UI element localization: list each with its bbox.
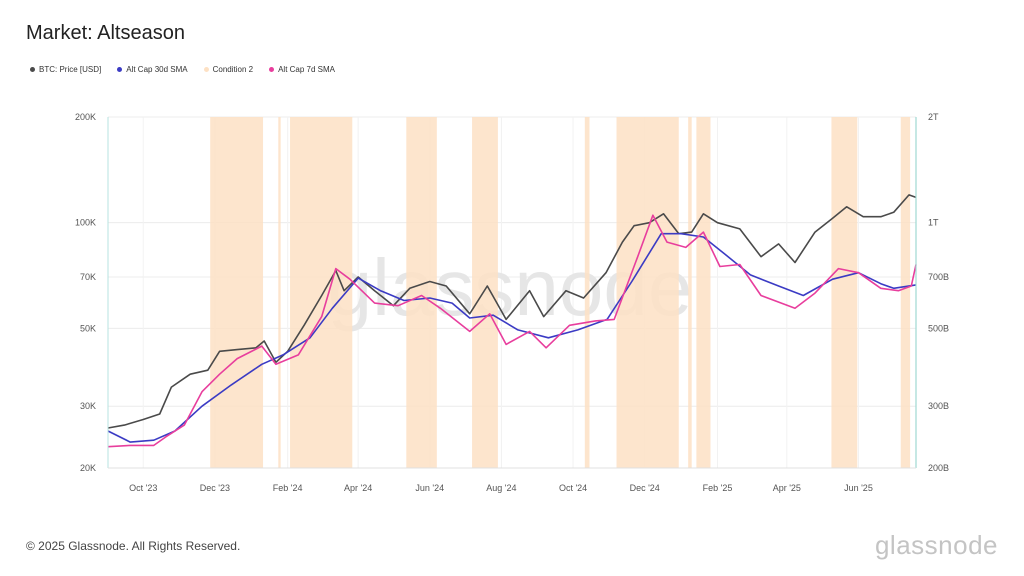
x-tick-label: Feb '24 (273, 483, 303, 493)
x-tick-label: Feb '25 (703, 483, 733, 493)
x-tick-label: Apr '24 (344, 483, 372, 493)
x-tick-label: Aug '24 (486, 483, 516, 493)
y-right-tick-label: 700B (928, 272, 949, 282)
legend-label: Alt Cap 7d SMA (278, 65, 336, 74)
series-lines (107, 194, 917, 448)
legend-item-alt-cap-7d[interactable]: Alt Cap 7d SMA (269, 65, 335, 74)
series-line-alt-cap-7d-sma (107, 214, 917, 448)
y-right-tick-label: 2T (928, 112, 939, 122)
condition-2-band (900, 117, 911, 468)
chart-legend: BTC: Price [USD] Alt Cap 30d SMA Conditi… (30, 65, 335, 74)
condition-2-band (616, 117, 679, 468)
y-left-tick-label: 50K (80, 323, 96, 333)
condition-2-band (290, 117, 353, 468)
condition-2-band (210, 117, 264, 468)
y-right-tick-label: 1T (928, 218, 939, 228)
legend-item-condition-2[interactable]: Condition 2 (203, 65, 254, 74)
legend-label: BTC: Price [USD] (39, 65, 102, 74)
y-right-tick-label: 300B (928, 401, 949, 411)
legend-swatch (117, 67, 123, 72)
y-left-tick-label: 200K (75, 112, 96, 122)
condition-2-band (831, 117, 858, 468)
legend-swatch (269, 67, 275, 72)
y-left-tick-label: 100K (75, 218, 96, 228)
series-line-alt-cap-30d-sma (107, 232, 917, 443)
condition-2-band (584, 117, 590, 468)
condition-2-band (278, 117, 281, 468)
legend-item-btc-price[interactable]: BTC: Price [USD] (30, 65, 101, 74)
condition-2-band (688, 117, 692, 468)
y-left-tick-label: 30K (80, 401, 96, 411)
legend-swatch (203, 67, 209, 72)
x-tick-label: Apr '25 (773, 483, 801, 493)
condition-bands (210, 117, 911, 468)
x-tick-label: Oct '24 (559, 483, 587, 493)
x-tick-label: Oct '23 (129, 483, 157, 493)
condition-2-band (406, 117, 437, 468)
x-tick-label: Jun '24 (415, 483, 444, 493)
legend-item-alt-cap-30d[interactable]: Alt Cap 30d SMA (117, 65, 188, 74)
axes: 20K 30K 50K 70K 100K 200K 200B 300B 500B 700B 1T 2T… (75, 112, 949, 493)
legend-swatch (30, 67, 35, 72)
copyright-text: © 2025 Glassnode. All Rights Reserved. (26, 539, 241, 553)
x-tick-label: Jun '25 (844, 483, 873, 493)
y-left-tick-label: 20K (80, 463, 96, 473)
x-tick-label: Dec '24 (630, 483, 660, 493)
x-tick-label: Dec '23 (200, 483, 230, 493)
brand-logo: glassnode (874, 530, 998, 560)
series-line-btc-price-usd (107, 194, 917, 429)
y-right-tick-label: 200B (928, 463, 949, 473)
page-title: Market: Altseason (26, 22, 185, 44)
legend-label: Alt Cap 30d SMA (126, 65, 188, 74)
condition-2-band (696, 117, 711, 468)
legend-label: Condition 2 (212, 65, 254, 74)
condition-2-band (472, 117, 498, 468)
y-right-tick-label: 500B (928, 323, 949, 333)
y-left-tick-label: 70K (80, 272, 96, 282)
